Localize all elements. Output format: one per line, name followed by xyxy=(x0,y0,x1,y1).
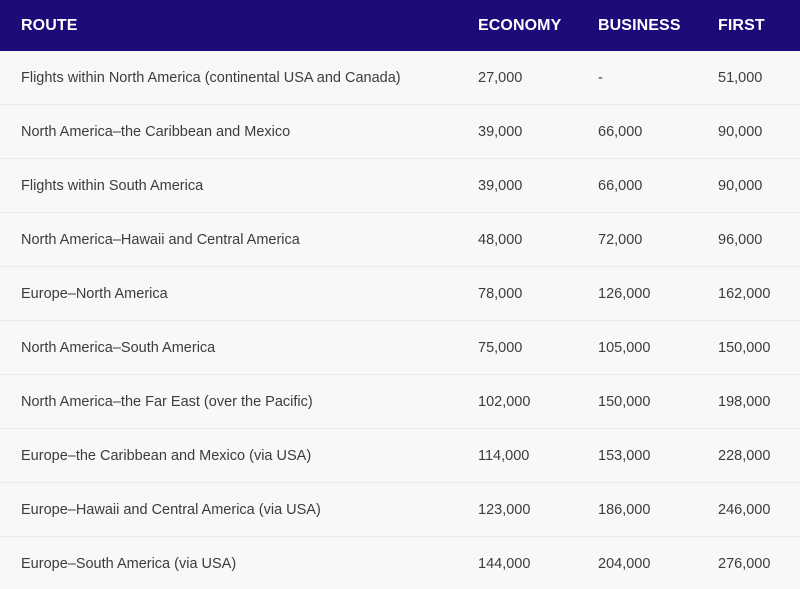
cell-business: 186,000 xyxy=(598,501,651,518)
table-row: North America–the Caribbean and Mexico 3… xyxy=(0,105,800,159)
cell-first: 198,000 xyxy=(718,393,771,410)
cell-business: 126,000 xyxy=(598,285,651,302)
cell-first: 228,000 xyxy=(718,447,771,464)
table-row: Flights within North America (continenta… xyxy=(0,51,800,105)
cell-route: North America–the Far East (over the Pac… xyxy=(21,393,313,410)
cell-first: 162,000 xyxy=(718,285,771,302)
table-row: Europe–the Caribbean and Mexico (via USA… xyxy=(0,429,800,483)
cell-route: Europe–Hawaii and Central America (via U… xyxy=(21,501,321,518)
cell-business: 105,000 xyxy=(598,339,651,356)
cell-route: Europe–the Caribbean and Mexico (via USA… xyxy=(21,447,312,464)
cell-economy: 39,000 xyxy=(478,177,523,194)
cell-route: Europe–South America (via USA) xyxy=(21,555,237,572)
cell-route: Europe–North America xyxy=(21,285,168,302)
cell-route: Flights within North America (continenta… xyxy=(21,69,401,86)
cell-route: North America–South America xyxy=(21,339,216,356)
cell-economy: 123,000 xyxy=(478,501,531,518)
header-first: FIRST xyxy=(718,16,765,34)
table-header: ROUTE ECONOMY BUSINESS FIRST xyxy=(0,0,800,51)
cell-economy: 102,000 xyxy=(478,393,531,410)
table-row: North America–Hawaii and Central America… xyxy=(0,213,800,267)
table-row: Europe–Hawaii and Central America (via U… xyxy=(0,483,800,537)
header-business: BUSINESS xyxy=(598,16,681,34)
cell-economy: 144,000 xyxy=(478,555,531,572)
cell-business: 66,000 xyxy=(598,123,643,140)
table-row: Europe–South America (via USA) 144,000 2… xyxy=(0,537,800,589)
cell-route: Flights within South America xyxy=(21,177,204,194)
cell-business: - xyxy=(598,69,603,86)
cell-business: 150,000 xyxy=(598,393,651,410)
cell-first: 246,000 xyxy=(718,501,771,518)
cell-business: 204,000 xyxy=(598,555,651,572)
cell-economy: 75,000 xyxy=(478,339,523,356)
table-row: Europe–North America 78,000 126,000 162,… xyxy=(0,267,800,321)
cell-economy: 114,000 xyxy=(478,447,530,464)
table-row: North America–the Far East (over the Pac… xyxy=(0,375,800,429)
cell-economy: 27,000 xyxy=(478,69,523,86)
cell-economy: 39,000 xyxy=(478,123,523,140)
table-row: North America–South America 75,000 105,0… xyxy=(0,321,800,375)
cell-economy: 48,000 xyxy=(478,231,523,248)
cell-first: 51,000 xyxy=(718,69,763,86)
cell-route: North America–Hawaii and Central America xyxy=(21,231,300,248)
header-economy: ECONOMY xyxy=(478,16,562,34)
cell-route: North America–the Caribbean and Mexico xyxy=(21,123,291,140)
cell-first: 90,000 xyxy=(718,177,763,194)
cell-economy: 78,000 xyxy=(478,285,523,302)
cell-business: 66,000 xyxy=(598,177,643,194)
header-route: ROUTE xyxy=(21,16,78,34)
cell-business: 153,000 xyxy=(598,447,651,464)
table-row: Flights within South America 39,000 66,0… xyxy=(0,159,800,213)
cell-first: 96,000 xyxy=(718,231,763,248)
cell-first: 90,000 xyxy=(718,123,763,140)
cell-first: 276,000 xyxy=(718,555,771,572)
cell-business: 72,000 xyxy=(598,231,643,248)
cell-first: 150,000 xyxy=(718,339,771,356)
